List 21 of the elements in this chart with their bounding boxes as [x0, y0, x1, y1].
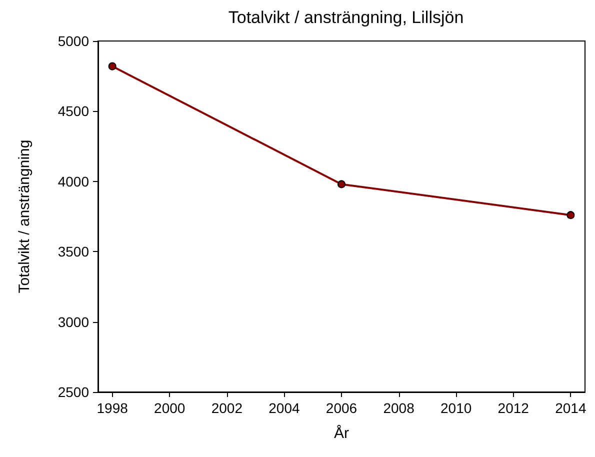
x-axis-title: År — [334, 424, 350, 442]
x-tick-label: 2000 — [154, 400, 186, 416]
x-tick-label: 2010 — [440, 400, 472, 416]
point — [108, 62, 116, 70]
x-tick-label: 1998 — [96, 400, 128, 416]
y-tick-label: 4000 — [58, 173, 90, 190]
chart-title: Totalvikt / ansträngning, Lillsjön — [228, 8, 464, 27]
y-tick-label: 5000 — [58, 33, 90, 49]
y-tick-label: 4500 — [58, 103, 90, 120]
x-tick-label: 2014 — [555, 400, 586, 416]
x-tick-label: 2002 — [211, 400, 243, 416]
point — [566, 211, 575, 220]
x-tick-label: 2006 — [326, 400, 358, 416]
point — [338, 180, 346, 188]
y-tick-label: 3000 — [58, 314, 90, 330]
x-tick-label: 2008 — [383, 400, 415, 416]
y-axis-title: Totalvikt / ansträngning — [16, 140, 33, 294]
y-tick-label: 3500 — [58, 244, 90, 260]
x-tick-label: 2012 — [498, 400, 530, 416]
x-tick-label: 2004 — [268, 400, 300, 416]
y-tick-label: 2500 — [58, 384, 90, 400]
